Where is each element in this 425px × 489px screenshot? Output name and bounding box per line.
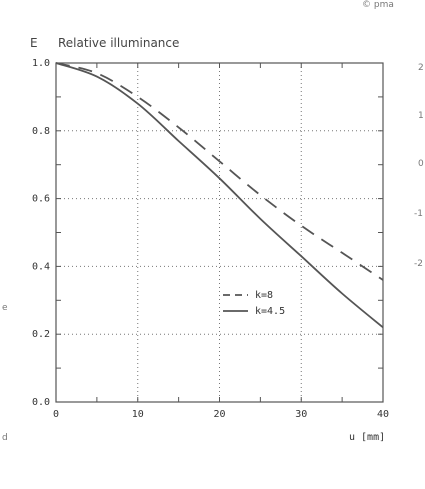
legend: k=8 k=4.5 bbox=[223, 290, 285, 317]
x-tick-label: 30 bbox=[295, 409, 307, 420]
y-tick-label: 0.0 bbox=[32, 397, 50, 408]
y-tick-label: 0.4 bbox=[32, 261, 50, 272]
y-tick-label: 1.0 bbox=[32, 58, 50, 69]
legend-label-k8: k=8 bbox=[255, 290, 273, 301]
y-tick-labels: 0.0 0.2 0.4 0.6 0.8 1.0 bbox=[32, 58, 50, 408]
series-line-k8 bbox=[55, 62, 384, 281]
x-tick-label: 40 bbox=[377, 409, 389, 420]
grid-lines bbox=[56, 63, 383, 402]
edge-fragment-right-2: 0 bbox=[418, 159, 424, 169]
x-tick-labels: 0 10 20 30 40 bbox=[53, 409, 389, 420]
series-line-k45 bbox=[55, 62, 384, 329]
y-tick-label: 0.2 bbox=[32, 329, 50, 340]
series-lines bbox=[55, 62, 384, 329]
x-tick-label: 0 bbox=[53, 409, 59, 420]
y-tick-label: 0.8 bbox=[32, 126, 50, 137]
edge-fragments: 2 1 0 -1 -2 e d bbox=[2, 63, 424, 443]
y-tick-label: 0.6 bbox=[32, 194, 50, 205]
legend-label-k45: k=4.5 bbox=[255, 306, 285, 317]
corner-mark: © pma bbox=[362, 0, 394, 10]
x-tick-label: 10 bbox=[132, 409, 144, 420]
edge-fragment-left-2: d bbox=[2, 433, 8, 443]
x-axis-label: u [mm] bbox=[349, 432, 385, 443]
x-tick-label: 20 bbox=[213, 409, 225, 420]
edge-fragment-right-1: 1 bbox=[418, 111, 424, 121]
axis-ticks bbox=[55, 62, 384, 403]
edge-fragment-right-4: -2 bbox=[414, 259, 423, 269]
edge-fragment-left-1: e bbox=[2, 303, 8, 313]
edge-fragment-right-top: 2 bbox=[418, 63, 424, 73]
edge-fragment-right-3: -1 bbox=[414, 209, 423, 219]
y-axis-symbol: E bbox=[30, 36, 38, 50]
chart-title: Relative illuminance bbox=[58, 36, 179, 50]
